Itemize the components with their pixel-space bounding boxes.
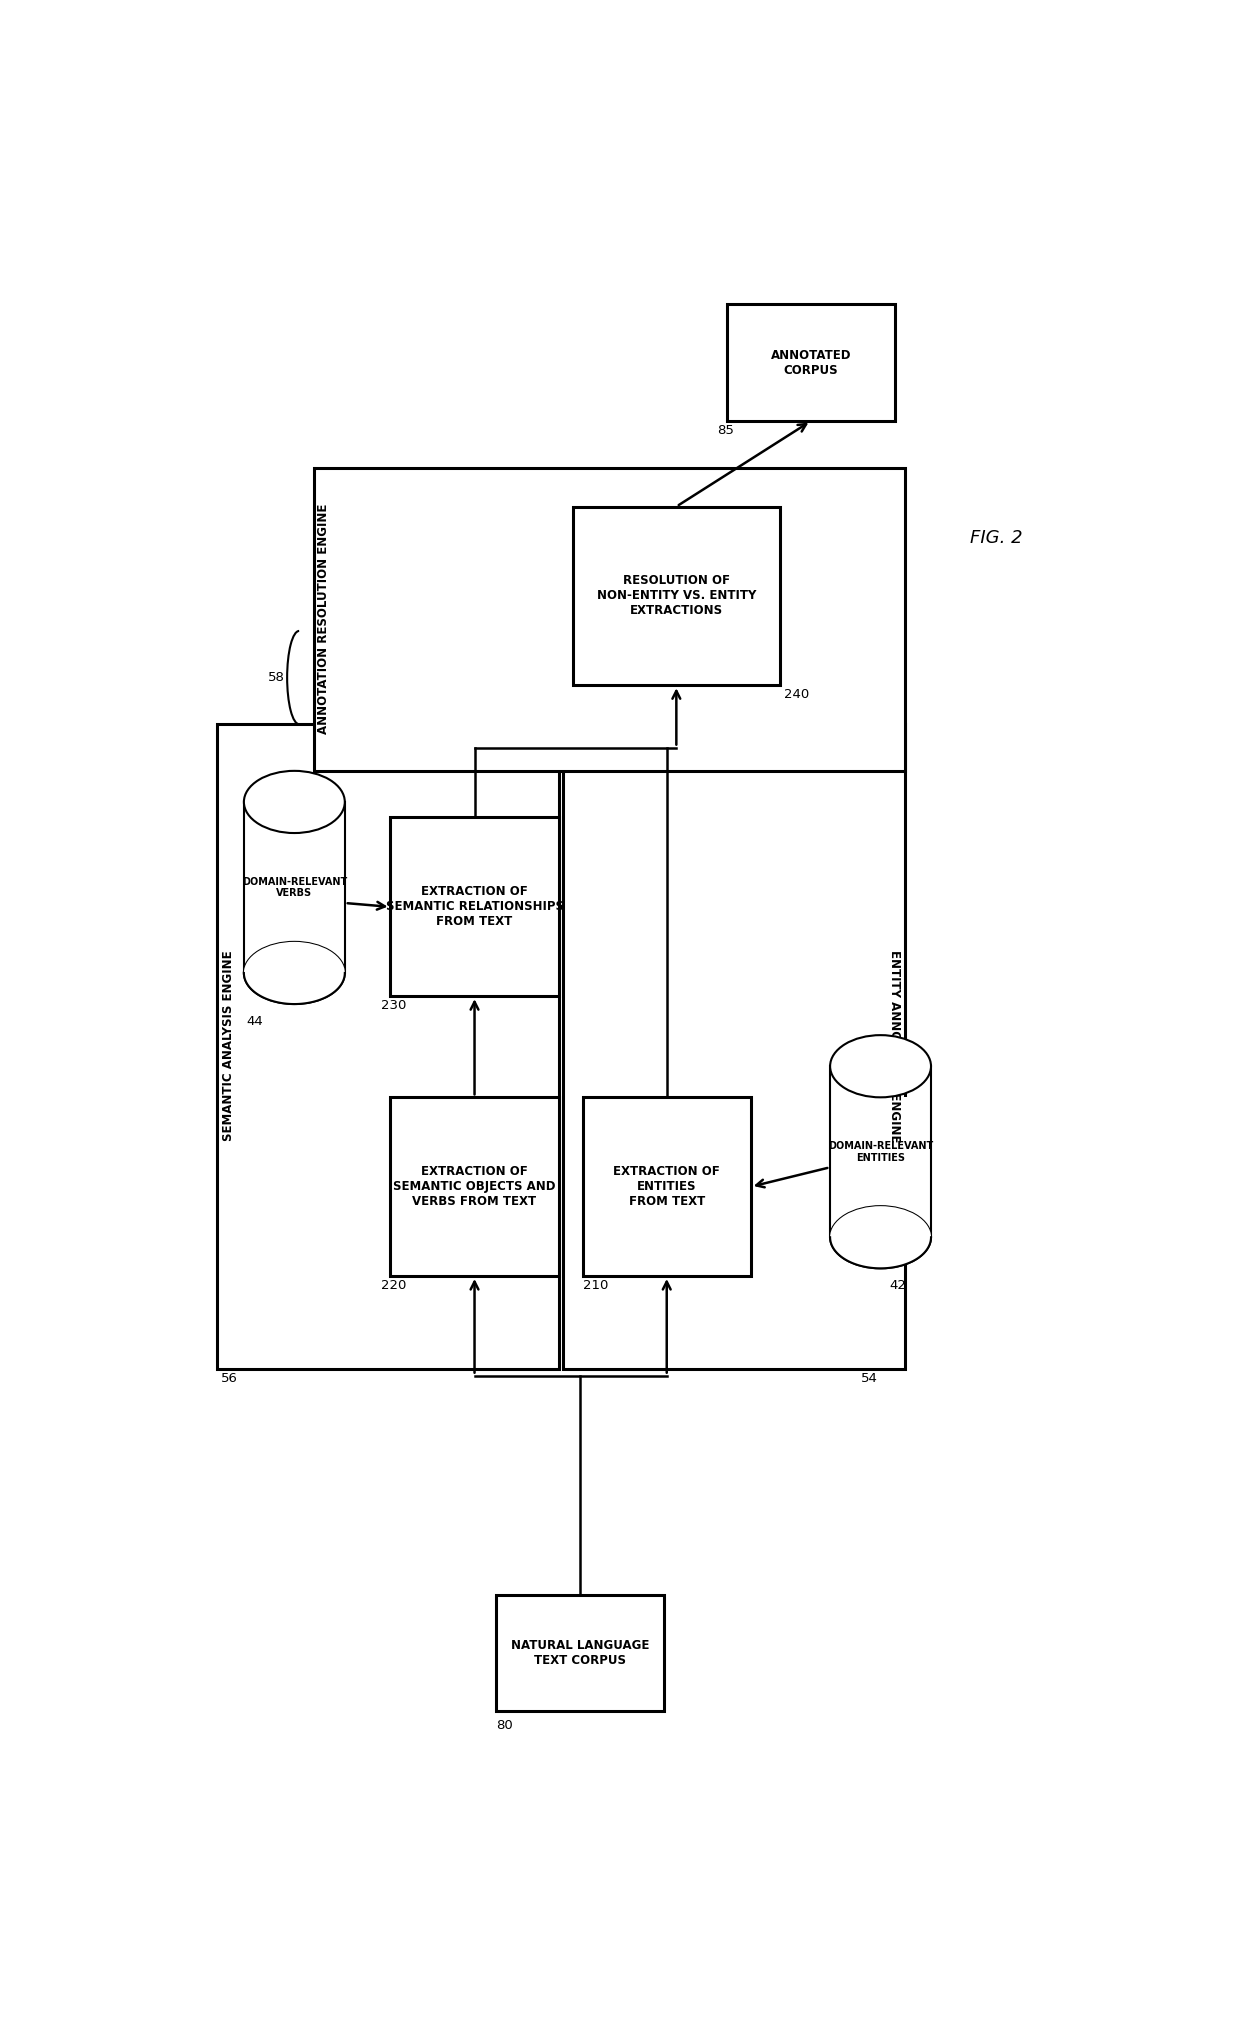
Text: ANNOTATED
CORPUS: ANNOTATED CORPUS — [770, 349, 851, 378]
Bar — [563, 725, 904, 1369]
Text: DOMAIN-RELEVANT
ENTITIES: DOMAIN-RELEVANT ENTITIES — [828, 1141, 934, 1163]
Text: 85: 85 — [717, 424, 734, 438]
Text: 210: 210 — [583, 1280, 608, 1292]
Ellipse shape — [830, 1036, 931, 1096]
Ellipse shape — [244, 771, 345, 834]
Text: ANNOTATION RESOLUTION ENGINE: ANNOTATION RESOLUTION ENGINE — [316, 503, 330, 733]
Bar — [391, 1096, 558, 1276]
Text: 80: 80 — [496, 1720, 513, 1732]
Bar — [583, 1096, 750, 1276]
Text: EXTRACTION OF
SEMANTIC RELATIONSHIPS
FROM TEXT: EXTRACTION OF SEMANTIC RELATIONSHIPS FRO… — [386, 886, 563, 929]
Bar — [391, 818, 558, 995]
Text: FIG. 2: FIG. 2 — [970, 529, 1022, 547]
Bar — [217, 725, 558, 1369]
Text: DOMAIN-RELEVANT
VERBS: DOMAIN-RELEVANT VERBS — [242, 876, 347, 898]
Text: 58: 58 — [268, 670, 285, 684]
Bar — [244, 834, 345, 973]
Text: RESOLUTION OF
NON-ENTITY VS. ENTITY
EXTRACTIONS: RESOLUTION OF NON-ENTITY VS. ENTITY EXTR… — [596, 575, 756, 618]
Bar — [314, 468, 904, 771]
Text: 220: 220 — [381, 1280, 407, 1292]
Text: 42: 42 — [889, 1280, 906, 1292]
Text: EXTRACTION OF
ENTITIES
FROM TEXT: EXTRACTION OF ENTITIES FROM TEXT — [614, 1165, 720, 1207]
Text: 230: 230 — [381, 999, 407, 1012]
Bar — [496, 1595, 665, 1712]
Text: SEMANTIC ANALYSIS ENGINE: SEMANTIC ANALYSIS ENGINE — [222, 951, 234, 1141]
Text: NATURAL LANGUAGE
TEXT CORPUS: NATURAL LANGUAGE TEXT CORPUS — [511, 1639, 650, 1668]
Text: 56: 56 — [221, 1373, 238, 1385]
Ellipse shape — [830, 1205, 931, 1268]
Ellipse shape — [244, 941, 345, 1003]
Text: 54: 54 — [861, 1373, 878, 1385]
Bar — [573, 507, 780, 684]
Ellipse shape — [244, 941, 345, 1003]
Text: EXTRACTION OF
SEMANTIC OBJECTS AND
VERBS FROM TEXT: EXTRACTION OF SEMANTIC OBJECTS AND VERBS… — [393, 1165, 556, 1207]
Ellipse shape — [830, 1205, 931, 1268]
Text: 240: 240 — [785, 688, 810, 701]
Bar — [727, 305, 895, 422]
Text: ENTITY ANNOTATION ENGINE: ENTITY ANNOTATION ENGINE — [888, 949, 900, 1143]
Bar — [830, 1096, 931, 1238]
Text: 44: 44 — [247, 1016, 263, 1028]
